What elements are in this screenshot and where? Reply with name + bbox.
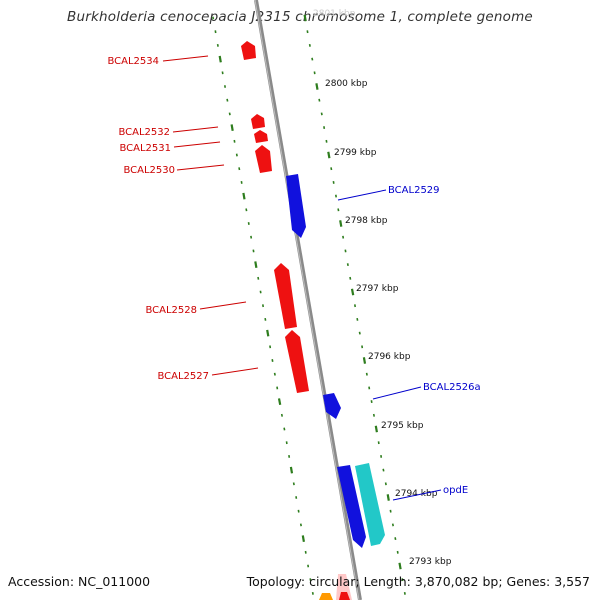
gene-bcal2529[interactable] xyxy=(286,174,306,238)
tick-mark xyxy=(242,192,246,200)
kbp-labels: 2801 kbp 2800 kbp 2799 kbp 2798 kbp 2797… xyxy=(313,9,452,567)
gene-label-bcal2529[interactable]: BCAL2529 xyxy=(388,185,440,196)
tick-mark xyxy=(271,359,274,362)
tick-mark xyxy=(299,523,302,527)
tick-mark xyxy=(308,43,311,47)
gene-label-bcal2531[interactable]: BCAL2531 xyxy=(119,143,171,154)
tick-mark xyxy=(315,83,319,90)
tick-mark xyxy=(358,331,361,335)
tick-mark xyxy=(311,591,314,595)
gene-bottom-pink xyxy=(336,574,352,600)
gene-bottom-red xyxy=(339,592,350,600)
tick-mark xyxy=(394,537,397,541)
tick-mark xyxy=(350,288,355,296)
kbp-label: 2800 kbp xyxy=(325,79,368,89)
gene-label-opde[interactable]: opdE xyxy=(443,485,468,496)
tick-mark xyxy=(257,276,260,280)
gene-label-bcal2532[interactable]: BCAL2532 xyxy=(118,127,170,138)
tick-mark xyxy=(273,372,276,376)
gene-bcal2528[interactable] xyxy=(274,263,297,329)
gene-bcal2526-blue[interactable] xyxy=(337,465,366,548)
tick-track-right xyxy=(303,14,406,595)
gene-bcal2531[interactable] xyxy=(254,130,268,143)
gene-opde[interactable] xyxy=(355,463,385,546)
tick-mark xyxy=(339,220,343,227)
tick-mark xyxy=(303,14,307,22)
kbp-label: 2796 kbp xyxy=(368,352,411,362)
kbp-label: 2801 kbp xyxy=(313,9,356,19)
tick-mark xyxy=(398,562,402,570)
gene-label-bcal2528[interactable]: BCAL2528 xyxy=(145,305,197,316)
tick-mark xyxy=(362,357,367,364)
tick-mark xyxy=(318,98,321,102)
gene-bcal2532[interactable] xyxy=(251,114,265,129)
kbp-label: 2795 kbp xyxy=(381,421,424,431)
tick-mark xyxy=(384,482,387,486)
tick-mark xyxy=(309,578,312,582)
tick-mark xyxy=(280,413,283,417)
tick-mark xyxy=(235,153,238,157)
chromosome-backbone xyxy=(254,0,362,600)
kbp-label: 2793 kbp xyxy=(409,557,452,567)
tick-mark xyxy=(218,55,222,63)
kbp-label: 2797 kbp xyxy=(356,284,399,294)
gene-bcal2526a[interactable] xyxy=(323,393,341,419)
tick-mark xyxy=(283,427,286,431)
tick-mark xyxy=(216,43,219,47)
tick-mark xyxy=(391,523,394,527)
tick-mark xyxy=(311,57,314,61)
kbp-label: 2798 kbp xyxy=(345,216,388,226)
tick-mark xyxy=(264,317,267,321)
gene-bottom-orange xyxy=(319,593,333,600)
tick-mark xyxy=(386,494,390,501)
gene-label-bcal2527[interactable]: BCAL2527 xyxy=(157,371,209,382)
tick-mark xyxy=(254,261,258,268)
gene-bcal2534[interactable] xyxy=(241,41,256,60)
tick-mark xyxy=(277,398,282,406)
tick-mark xyxy=(356,317,359,321)
tick-mark xyxy=(374,425,378,433)
tick-mark xyxy=(330,167,333,171)
gene-label-bcal2530[interactable]: BCAL2530 xyxy=(123,165,175,176)
tick-mark xyxy=(403,591,406,595)
tick-mark xyxy=(245,208,248,212)
tick-mark xyxy=(289,466,294,474)
gene-label-bcal2534[interactable]: BCAL2534 xyxy=(107,56,159,67)
tick-mark xyxy=(226,98,229,102)
tick-mark xyxy=(292,482,295,486)
leader-lines xyxy=(162,55,442,501)
tick-mark xyxy=(266,329,270,337)
map-title: Burkholderia cenocepacia J2315 chromosom… xyxy=(67,9,533,25)
tick-mark xyxy=(346,263,349,267)
tick-mark xyxy=(401,578,404,582)
tick-mark xyxy=(320,112,323,116)
kbp-label: 2794 kbp xyxy=(395,489,438,499)
tick-mark xyxy=(228,112,231,116)
genome-summary: Topology: circular; Length: 3,870,082 bp… xyxy=(246,574,590,589)
tick-mark xyxy=(349,276,352,280)
tick-mark xyxy=(372,413,375,417)
gene-bcal2530[interactable] xyxy=(255,145,272,173)
tick-track-left xyxy=(212,16,314,595)
accession-label: Accession: NC_011000 xyxy=(8,574,151,589)
tick-mark xyxy=(337,208,340,212)
tick-mark xyxy=(327,151,331,159)
tick-mark xyxy=(301,535,305,542)
gene-label-bcal2526a[interactable]: BCAL2526a xyxy=(423,382,481,393)
gene-bcal2527[interactable] xyxy=(285,330,309,393)
tick-mark xyxy=(365,372,368,376)
tick-mark xyxy=(238,167,241,171)
kbp-label: 2799 kbp xyxy=(334,148,377,158)
tick-mark xyxy=(230,124,234,131)
tick-mark xyxy=(382,468,385,472)
tick-mark xyxy=(247,222,250,225)
